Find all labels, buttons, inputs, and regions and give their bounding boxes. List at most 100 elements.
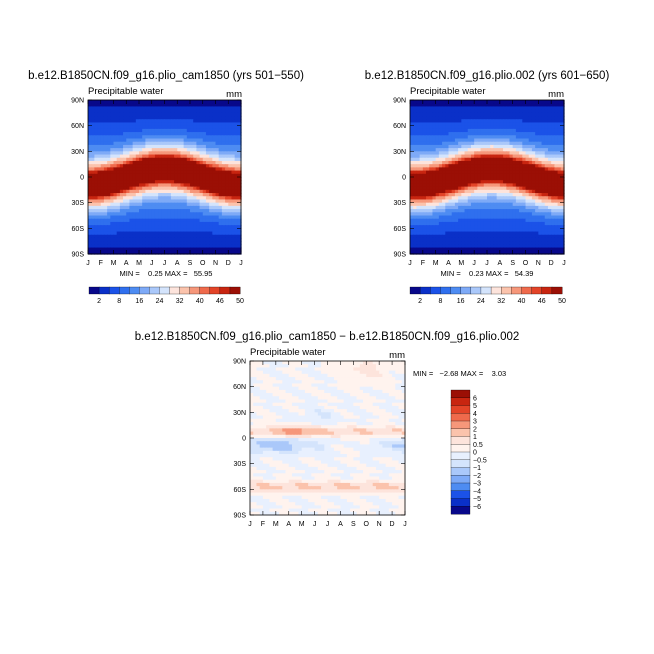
heatmap-cell	[560, 164, 565, 168]
heatmap-cell	[483, 189, 488, 194]
heatmap-cell	[135, 164, 140, 168]
heatmap-cell	[116, 151, 121, 156]
heatmap-cell	[413, 148, 418, 152]
heatmap-cell	[154, 186, 159, 191]
heatmap-cell	[343, 364, 348, 369]
heatmap-cell	[506, 170, 511, 175]
heatmap-cell	[461, 218, 466, 223]
heatmap-cell	[416, 151, 421, 156]
heatmap-cell	[531, 173, 536, 178]
heatmap-cell	[91, 196, 95, 201]
heatmap-cell	[186, 151, 191, 156]
heatmap-cell	[525, 209, 530, 213]
heatmap-cell	[275, 373, 280, 378]
heatmap-cell	[531, 177, 536, 181]
heatmap-cell	[470, 109, 475, 114]
heatmap-cell	[123, 225, 127, 229]
heatmap-cell	[202, 151, 207, 156]
heatmap-cell	[410, 202, 414, 207]
heatmap-cell	[119, 196, 124, 201]
heatmap-cell	[522, 167, 527, 172]
heatmap-cell	[451, 202, 456, 207]
heatmap-cell	[512, 164, 517, 168]
heatmap-cell	[91, 125, 95, 130]
heatmap-cell	[493, 138, 498, 143]
heatmap-cell	[132, 167, 137, 172]
heatmap-cell	[100, 215, 105, 220]
heatmap-cell	[448, 231, 453, 236]
heatmap-cell	[123, 144, 127, 149]
heatmap-cell	[231, 231, 236, 236]
heatmap-cell	[451, 250, 456, 255]
heatmap-cell	[496, 132, 501, 136]
heatmap-cell	[100, 154, 105, 159]
heatmap-cell	[506, 138, 511, 143]
heatmap-cell	[215, 237, 220, 242]
heatmap-cell	[499, 167, 504, 172]
heatmap-cell	[107, 157, 111, 162]
heatmap-cell	[448, 234, 453, 239]
heatmap-cell	[454, 160, 459, 165]
heatmap-cell	[483, 106, 488, 111]
heatmap-cell	[464, 225, 469, 229]
heatmap-cell	[448, 144, 453, 149]
heatmap-cell	[410, 125, 414, 130]
heatmap-cell	[205, 132, 210, 136]
heatmap-cell	[509, 141, 514, 146]
heatmap-cell	[515, 212, 520, 217]
heatmap-cell	[94, 202, 99, 207]
heatmap-cell	[190, 138, 194, 143]
heatmap-cell	[429, 122, 434, 127]
heatmap-cell	[451, 154, 456, 159]
heatmap-cell	[158, 170, 162, 175]
heatmap-cell	[298, 361, 303, 365]
heatmap-cell	[154, 221, 159, 226]
heatmap-cell	[161, 160, 166, 165]
heatmap-cell	[512, 231, 517, 236]
heatmap-cell	[110, 151, 115, 156]
heatmap-cell	[221, 109, 226, 114]
heatmap-cell	[547, 103, 552, 108]
heatmap-cell	[161, 241, 166, 245]
colorbar-label: 24	[477, 298, 485, 305]
heatmap-cell	[132, 128, 137, 133]
heatmap-cell	[429, 141, 434, 146]
heatmap-cell	[435, 244, 440, 249]
heatmap-cell	[91, 128, 95, 133]
heatmap-cell	[560, 189, 565, 194]
heatmap-cell	[483, 205, 488, 210]
heatmap-cell	[119, 173, 124, 178]
heatmap-cell	[228, 128, 233, 133]
heatmap-cell	[113, 209, 118, 213]
heatmap-cell	[190, 234, 194, 239]
heatmap-cell	[477, 225, 482, 229]
heatmap-cell	[221, 225, 226, 229]
heatmap-cell	[483, 151, 488, 156]
heatmap-cell	[448, 215, 453, 220]
heatmap-cell	[442, 106, 446, 111]
heatmap-cell	[541, 148, 546, 152]
heatmap-cell	[190, 199, 194, 204]
heatmap-cell	[490, 212, 495, 217]
heatmap-cell	[487, 157, 491, 162]
heatmap-cell	[467, 205, 472, 210]
heatmap-cell	[506, 241, 511, 245]
heatmap-cell	[522, 205, 527, 210]
heatmap-cell	[212, 237, 217, 242]
heatmap-cell	[432, 231, 437, 236]
heatmap-cell	[205, 170, 210, 175]
heatmap-cell	[515, 164, 520, 168]
heatmap-cell	[522, 186, 527, 191]
heatmap-cell	[477, 218, 482, 223]
heatmap-cell	[512, 228, 517, 233]
y-tick-label: 60N	[393, 123, 406, 130]
heatmap-cell	[451, 112, 456, 117]
heatmap-cell	[496, 167, 501, 172]
heatmap-cell	[435, 250, 440, 255]
heatmap-cell	[231, 177, 236, 181]
heatmap-cell	[506, 209, 511, 213]
heatmap-cell	[410, 154, 414, 159]
heatmap-cell	[180, 122, 185, 127]
heatmap-cell	[499, 225, 504, 229]
heatmap-cell	[174, 183, 178, 188]
